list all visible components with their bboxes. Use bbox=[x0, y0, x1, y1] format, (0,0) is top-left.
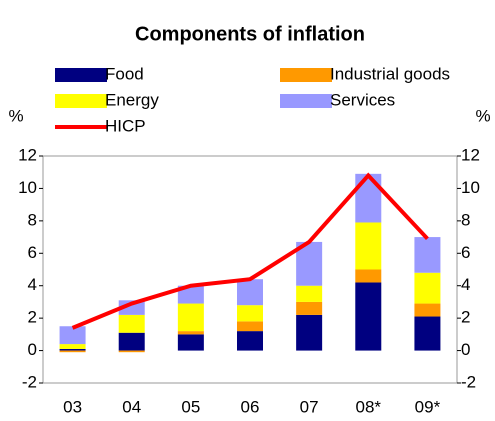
y-tick-label: 2 bbox=[28, 308, 37, 327]
y-tick-label: 4 bbox=[28, 275, 37, 294]
x-tick-label: 09* bbox=[415, 397, 441, 416]
bar-segment bbox=[355, 282, 382, 351]
legend-label: Industrial goods bbox=[330, 64, 450, 83]
bar-segment bbox=[237, 321, 263, 332]
y-tick-label: 6 bbox=[28, 243, 37, 262]
bar-segment bbox=[414, 316, 441, 351]
y-axis-label: % bbox=[8, 106, 23, 125]
line-series bbox=[71, 172, 429, 330]
bar-segment bbox=[414, 272, 441, 304]
y2-tick-label: 4 bbox=[461, 275, 470, 294]
bar-segment bbox=[237, 279, 263, 306]
x-tick-label: 08* bbox=[356, 397, 382, 416]
bar-segment bbox=[355, 173, 382, 223]
y2-axis-label: % bbox=[475, 106, 490, 125]
chart-title: Components of inflation bbox=[135, 23, 365, 45]
x-tick-label: 07 bbox=[300, 397, 319, 416]
legend-label: HICP bbox=[105, 116, 146, 135]
y2-tick-label: -2 bbox=[461, 372, 476, 391]
y-tick-label: -2 bbox=[22, 372, 37, 391]
legend-swatch bbox=[280, 68, 332, 82]
bar-segment bbox=[118, 332, 145, 351]
x-tick-label: 05 bbox=[181, 397, 200, 416]
y2-tick-label: 6 bbox=[461, 243, 470, 262]
bar-segment bbox=[355, 269, 382, 283]
y2-tick-label: 12 bbox=[461, 145, 480, 164]
bar-segment bbox=[296, 301, 323, 315]
bar-segment bbox=[177, 303, 204, 332]
legend-swatch bbox=[280, 94, 332, 108]
legend-label: Energy bbox=[105, 90, 159, 109]
plot-frame bbox=[42, 155, 458, 384]
y-tick-label: 0 bbox=[28, 340, 37, 359]
bar-segment bbox=[237, 305, 263, 322]
legend-swatch bbox=[55, 94, 107, 108]
y-tick-label: 8 bbox=[28, 210, 37, 229]
bar-segment bbox=[414, 237, 441, 273]
bar-segment bbox=[237, 331, 263, 351]
y-tick-label: 12 bbox=[18, 145, 37, 164]
bar-segment bbox=[59, 344, 86, 349]
y2-tick-label: 8 bbox=[461, 210, 470, 229]
bar-segment bbox=[296, 314, 323, 351]
bar-segment bbox=[296, 285, 323, 302]
bar-segment bbox=[414, 303, 441, 317]
bar-segment bbox=[177, 331, 204, 335]
bar-segment bbox=[118, 314, 145, 333]
bar-segment bbox=[177, 285, 204, 304]
bar-segment bbox=[118, 300, 145, 315]
bar-segment bbox=[355, 222, 382, 270]
bar-segment bbox=[59, 350, 86, 353]
y2-tick-label: 10 bbox=[461, 178, 480, 197]
legend-swatch bbox=[55, 68, 107, 82]
bar-segment bbox=[59, 326, 86, 345]
x-tick-label: 04 bbox=[122, 397, 141, 416]
bar-segment bbox=[118, 350, 145, 353]
y2-tick-label: 2 bbox=[461, 308, 470, 327]
y2-tick-label: 0 bbox=[461, 340, 470, 359]
legend-label: Services bbox=[330, 90, 395, 109]
bar-segment bbox=[177, 334, 204, 351]
bar-segment bbox=[59, 348, 86, 351]
y-tick-label: 10 bbox=[18, 178, 37, 197]
x-tick-label: 06 bbox=[241, 397, 260, 416]
legend-label: Food bbox=[105, 64, 144, 83]
x-tick-label: 03 bbox=[63, 397, 82, 416]
